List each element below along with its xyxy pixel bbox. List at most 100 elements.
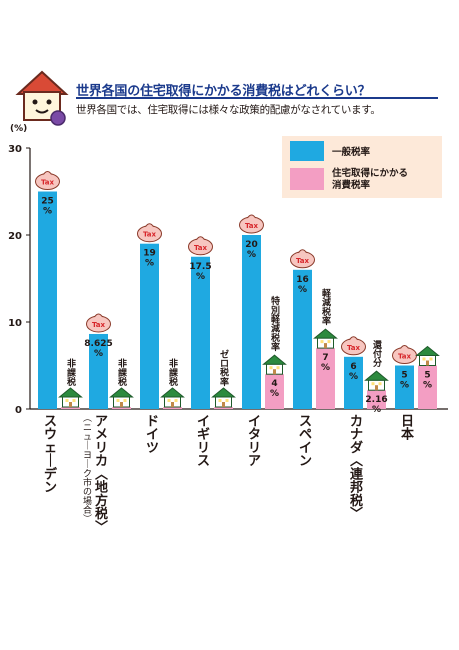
data-label-line: 5 (424, 371, 430, 381)
vertical-char: イ (146, 428, 159, 443)
house-roof (109, 387, 134, 398)
house-window (65, 399, 69, 402)
vertical-char: ︶ (83, 514, 92, 525)
bag-knot (94, 313, 103, 318)
bar-label-general: 25% (41, 197, 54, 217)
bag-label: Tax (92, 321, 106, 329)
bar-label-housing: 2.16% (365, 395, 387, 415)
vertical-char: ヨ (83, 451, 92, 461)
tax-bag-icon: Tax (239, 214, 264, 234)
house-roof (211, 387, 236, 398)
data-label-line: 8.625 (84, 339, 112, 349)
vertical-char: 別 (270, 304, 280, 316)
data-label-line: % (298, 285, 307, 295)
vertical-char: 本 (401, 427, 414, 443)
vertical-char: 税 (271, 332, 280, 344)
house-door (273, 369, 276, 375)
vertical-char: ダ (350, 440, 363, 456)
data-label-line: 20 (245, 240, 258, 250)
house-window (371, 382, 375, 386)
bar-label-general: 19% (143, 249, 156, 269)
data-label-line: % (43, 207, 52, 217)
vertical-char: リ (248, 441, 261, 456)
house-icon (262, 354, 287, 375)
legend-label-housing: 住宅取得にかかる (332, 167, 408, 179)
vertical-char: 日 (401, 414, 414, 429)
vertical-char: 非 (67, 358, 76, 370)
vertical-char: ︿ (350, 454, 363, 469)
house-roof (58, 387, 83, 398)
vertical-char: ナ (350, 428, 363, 443)
data-label-line: 4 (271, 379, 277, 389)
vertical-char: 方 (95, 493, 108, 509)
house-mascot-icon (15, 70, 69, 126)
bag-knot (349, 336, 358, 341)
vertical-char: 税 (322, 306, 331, 318)
vertical-char: ク (83, 468, 92, 479)
data-label-line: % (145, 259, 154, 269)
house-door (324, 343, 327, 349)
vertical-char: ｜ (44, 453, 57, 469)
tax-bag-icon: Tax (86, 313, 111, 333)
vertical-char: ド (146, 414, 159, 429)
legend-swatch-general (290, 141, 324, 161)
bar-general-tax (344, 356, 363, 409)
tax-bag-icon: Tax (341, 336, 366, 356)
annotation-label: 非課税 (67, 358, 77, 388)
house-door (120, 402, 123, 407)
vertical-char: ニ (83, 423, 92, 433)
category-label: 日本 (401, 414, 414, 442)
vertical-char: 税 (350, 493, 363, 509)
vertical-char: 率 (322, 315, 331, 327)
tax-bag-icon: Tax (137, 223, 162, 243)
bag-label: Tax (296, 257, 310, 265)
house-window (218, 399, 222, 402)
vertical-char: ロ (220, 360, 229, 370)
vertical-char: ︵ (83, 414, 92, 424)
vertical-char: の (83, 488, 92, 498)
y-tick-label: 0 (15, 405, 22, 416)
data-label-line: % (94, 349, 103, 359)
vertical-char: 邦 (350, 480, 363, 496)
tax-bag-icon: Tax (35, 171, 60, 190)
vertical-char: ェ (44, 441, 57, 456)
vertical-char: リ (95, 441, 108, 456)
house-door (222, 402, 225, 407)
bar-label-general: 6% (349, 362, 358, 382)
bar-label-housing: 4% (270, 379, 279, 399)
house-icon (160, 387, 185, 408)
house-icon (364, 370, 389, 391)
bar-general-tax (293, 269, 312, 409)
bar-label-general: 5% (400, 371, 409, 391)
legend-swatch-housing (290, 168, 324, 190)
bag-label: Tax (245, 222, 259, 230)
vertical-char: リ (197, 441, 210, 456)
house-window (276, 366, 280, 370)
vertical-char: 非 (118, 358, 127, 370)
vertical-char: イ (299, 441, 312, 456)
house-window (225, 399, 229, 402)
vertical-char: 率 (271, 341, 280, 353)
bar-housing-tax (418, 365, 437, 409)
vertical-char: 軽 (322, 287, 332, 299)
house-window (422, 357, 426, 361)
bag-knot (43, 171, 52, 175)
house-roof (415, 345, 440, 356)
y-tick-label: 10 (8, 318, 22, 329)
vertical-char: ン (44, 481, 57, 496)
house-icon (313, 328, 338, 349)
bag-knot (196, 236, 205, 241)
vertical-char: 非 (169, 358, 178, 370)
legend-label-housing: 消費税率 (332, 179, 371, 191)
vertical-char: 税 (169, 376, 178, 388)
bag-label: Tax (194, 244, 208, 252)
vertical-char: カ (95, 454, 108, 469)
bar-label-housing: 5% (423, 371, 432, 391)
